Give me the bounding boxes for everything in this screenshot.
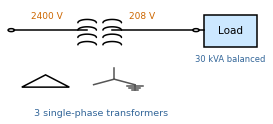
FancyBboxPatch shape	[204, 15, 257, 47]
Text: 30 kVA balanced: 30 kVA balanced	[195, 55, 266, 64]
Text: 3 single-phase transformers: 3 single-phase transformers	[34, 109, 168, 118]
Text: Load: Load	[218, 26, 243, 36]
Text: 2400 V: 2400 V	[31, 12, 63, 21]
Text: 208 V: 208 V	[129, 12, 155, 21]
